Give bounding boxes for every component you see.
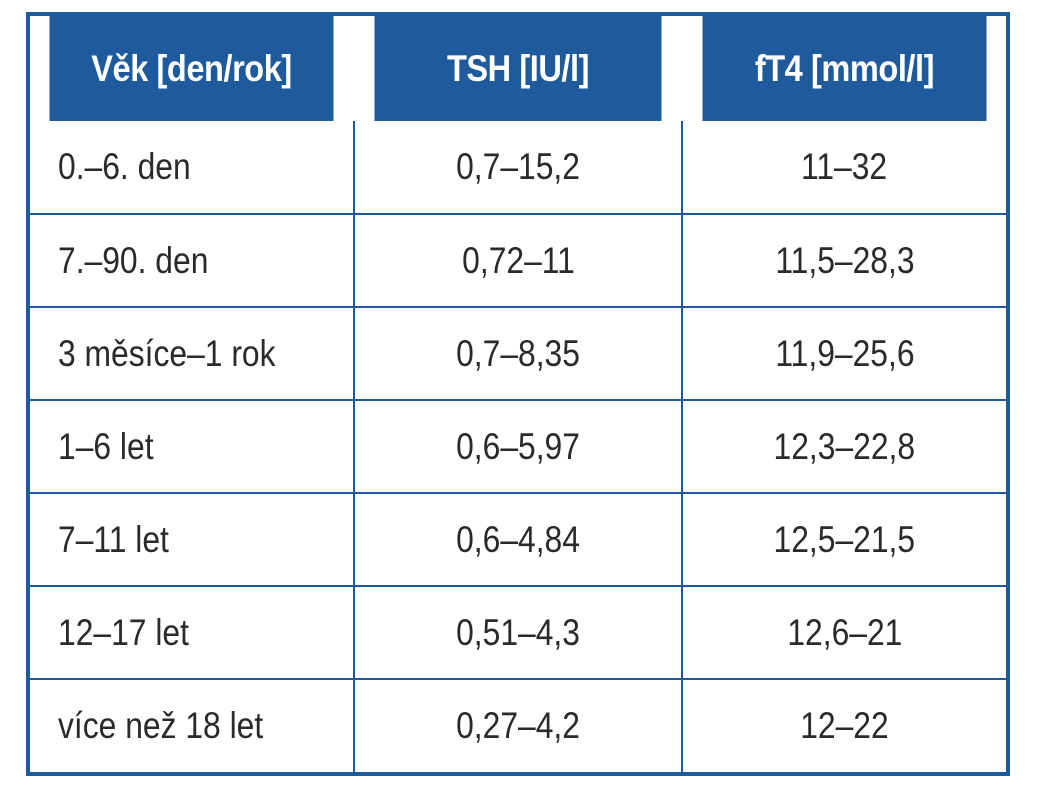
cell-tsh: 0,7–8,35 xyxy=(354,307,683,401)
header-row: Věk [den/rok] TSH [IU/l] fT4 [mmol/l] xyxy=(30,16,1006,121)
header-tsh: TSH [IU/l] xyxy=(373,16,664,121)
cell-ft4-text: 12,3–22,8 xyxy=(773,425,916,467)
cell-age: více než 18 let xyxy=(30,679,355,772)
cell-age-text: 7–11 let xyxy=(58,518,169,560)
cell-tsh-text: 0,72–11 xyxy=(461,239,575,281)
reference-table-frame: Věk [den/rok] TSH [IU/l] fT4 [mmol/l] 0.… xyxy=(26,12,1010,776)
cell-tsh-text: 0,6–4,84 xyxy=(456,518,580,560)
cell-ft4: 11–32 xyxy=(682,121,1006,215)
cell-tsh-text: 0,6–5,97 xyxy=(456,425,580,467)
cell-ft4: 12,3–22,8 xyxy=(682,400,1006,494)
cell-tsh: 0,6–4,84 xyxy=(354,493,683,587)
cell-ft4-text: 11,5–28,3 xyxy=(774,239,915,281)
cell-age-text: 7.–90. den xyxy=(58,239,209,281)
cell-age: 7.–90. den xyxy=(30,214,355,308)
cell-tsh: 0,27–4,2 xyxy=(354,679,683,772)
table-row: 12–17 let 0,51–4,3 12,6–21 xyxy=(30,586,1006,680)
cell-age-text: 1–6 let xyxy=(58,425,154,467)
cell-age: 7–11 let xyxy=(30,493,355,587)
cell-ft4-text: 11,9–25,6 xyxy=(774,332,915,374)
cell-tsh-text: 0,7–8,35 xyxy=(456,332,580,374)
cell-ft4-text: 12–22 xyxy=(800,705,889,746)
table-row: 7–11 let 0,6–4,84 12,5–21,5 xyxy=(30,493,1006,587)
table-row: 7.–90. den 0,72–11 11,5–28,3 xyxy=(30,214,1006,308)
cell-ft4-text: 11–32 xyxy=(801,146,888,187)
header-age: Věk [den/rok] xyxy=(49,16,336,121)
cell-age: 1–6 let xyxy=(30,400,355,494)
header-ft4: fT4 [mmol/l] xyxy=(701,16,987,121)
reference-values-table: Věk [den/rok] TSH [IU/l] fT4 [mmol/l] 0.… xyxy=(30,16,1006,772)
cell-tsh: 0,7–15,2 xyxy=(354,121,683,215)
cell-tsh-text: 0,27–4,2 xyxy=(456,705,580,746)
table-row: 1–6 let 0,6–5,97 12,3–22,8 xyxy=(30,400,1006,494)
cell-ft4: 12,5–21,5 xyxy=(682,493,1006,587)
table-row: 3 měsíce–1 rok 0,7–8,35 11,9–25,6 xyxy=(30,307,1006,401)
cell-age-text: 3 měsíce–1 rok xyxy=(58,332,276,374)
table-row: 0.–6. den 0,7–15,2 11–32 xyxy=(30,121,1006,215)
cell-tsh-text: 0,51–4,3 xyxy=(456,611,580,653)
cell-age-text: 12–17 let xyxy=(58,611,189,653)
cell-tsh: 0,51–4,3 xyxy=(354,586,683,680)
cell-age: 0.–6. den xyxy=(30,121,355,215)
cell-ft4-text: 12,5–21,5 xyxy=(773,518,916,560)
cell-ft4: 12–22 xyxy=(682,679,1006,772)
cell-age-text: 0.–6. den xyxy=(58,146,191,187)
table-row: více než 18 let 0,27–4,2 12–22 xyxy=(30,679,1006,772)
cell-age: 12–17 let xyxy=(30,586,355,680)
cell-ft4-text: 12,6–21 xyxy=(786,611,903,653)
cell-tsh-text: 0,7–15,2 xyxy=(456,146,580,187)
cell-tsh: 0,72–11 xyxy=(354,214,683,308)
cell-age: 3 měsíce–1 rok xyxy=(30,307,355,401)
cell-ft4: 12,6–21 xyxy=(682,586,1006,680)
cell-age-text: více než 18 let xyxy=(58,705,264,746)
cell-ft4: 11,9–25,6 xyxy=(682,307,1006,401)
cell-tsh: 0,6–5,97 xyxy=(354,400,683,494)
cell-ft4: 11,5–28,3 xyxy=(682,214,1006,308)
